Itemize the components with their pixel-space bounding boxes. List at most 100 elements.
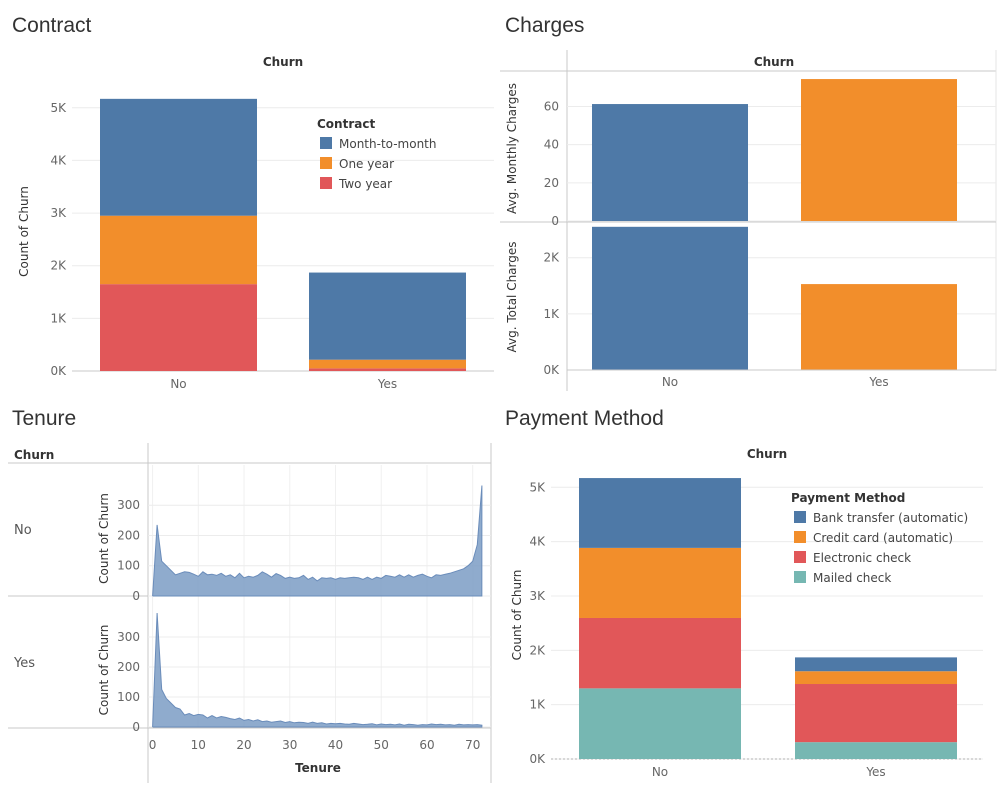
legend-swatch-electronic-check <box>794 551 806 563</box>
area-yes <box>152 612 483 728</box>
churn-header: Churn <box>263 55 303 69</box>
x-tick-label: 20 <box>236 738 251 752</box>
y-tick-label: 4K <box>529 535 546 549</box>
y-axis-label: Count of Churn <box>17 186 31 277</box>
x-tick-label: 0 <box>149 738 157 752</box>
bar-avg-monthly-charges-yes <box>801 79 957 221</box>
legend-label-mailed-check: Mailed check <box>813 571 891 585</box>
x-tick-label: 50 <box>374 738 389 752</box>
bar-avg-monthly-charges-no <box>592 104 748 221</box>
x-tick-label: 40 <box>328 738 343 752</box>
y-tick-label: 0 <box>132 589 140 603</box>
tenure-title: Tenure <box>12 407 77 430</box>
legend-swatch-bank-transfer-automatic <box>794 511 806 523</box>
bar-no-mailed-check <box>579 688 741 759</box>
legend-title: Contract <box>317 117 375 131</box>
bar-no-credit-card-automatic <box>579 547 741 618</box>
bar-yes-credit-card-automatic <box>795 671 957 685</box>
y-tick-label: 5K <box>50 101 67 115</box>
y-tick-label: 0K <box>50 364 67 378</box>
charges-panel: Charges Churn 0 20 40 60 Avg. Monthly Charges… <box>495 0 999 395</box>
bar-yes-month-to-month <box>309 272 466 360</box>
legend-label-month-to-month: Month-to-month <box>339 137 437 151</box>
area-no <box>152 485 483 597</box>
y-tick-label: 0 <box>551 214 559 228</box>
bar-no-electronic-check <box>579 617 741 689</box>
legend-label-one-year: One year <box>339 157 394 171</box>
x-tick-label: 10 <box>191 738 206 752</box>
x-tick-label: 30 <box>282 738 297 752</box>
bar-yes-electronic-check <box>795 684 957 743</box>
y-tick-label: 4K <box>50 153 67 167</box>
y-axis-label: Count of Churn <box>97 625 111 716</box>
legend-swatch-two-year <box>320 177 332 189</box>
bar-avg-total-charges-yes <box>801 284 957 370</box>
bar-yes-bank-transfer-automatic <box>795 657 957 672</box>
y-tick-label: 60 <box>544 100 559 114</box>
y-tick-label: 0 <box>132 720 140 734</box>
charges-title: Charges <box>505 14 585 37</box>
legend-label-electronic-check: Electronic check <box>813 551 911 565</box>
y-axis-label: Count of Churn <box>97 493 111 584</box>
y-tick-label: 40 <box>544 138 559 152</box>
legend-swatch-month-to-month <box>320 137 332 149</box>
contract-panel: Contract Churn 0K 1K 2K 3K 4K 5K Count of Churn… <box>0 0 495 395</box>
y-tick-label: 3K <box>529 589 546 603</box>
row-label-no: No <box>14 523 32 538</box>
y-tick-label: 200 <box>117 660 140 674</box>
y-tick-label: 300 <box>117 630 140 644</box>
bar-no-bank-transfer-automatic <box>579 478 741 548</box>
legend-label-credit-card-automatic: Credit card (automatic) <box>813 531 953 545</box>
y-tick-label: 100 <box>117 690 140 704</box>
y-axis-label: Avg. Monthly Charges <box>505 83 519 214</box>
y-tick-label: 2K <box>529 643 546 657</box>
y-axis-label: Avg. Total Charges <box>505 241 519 352</box>
y-tick-label: 1K <box>529 698 546 712</box>
bar-yes-one-year <box>309 359 466 369</box>
y-tick-label: 200 <box>117 528 140 542</box>
legend-swatch-credit-card-automatic <box>794 531 806 543</box>
contract-title: Contract <box>12 14 92 37</box>
x-axis-label: Tenure <box>295 761 341 775</box>
legend-label-bank-transfer-automatic: Bank transfer (automatic) <box>813 511 968 525</box>
x-tick-label: Yes <box>865 765 885 779</box>
bar-no-two-year <box>100 284 257 371</box>
y-tick-label: 1K <box>543 307 560 321</box>
y-axis-label: Count of Churn <box>510 570 524 661</box>
row-label-yes: Yes <box>13 656 35 671</box>
churn-header: Churn <box>754 55 794 69</box>
y-tick-label: 2K <box>50 259 67 273</box>
payment-panel: Payment Method Churn 0K 1K 2K 3K 4K 5K Count of… <box>495 395 999 790</box>
y-tick-label: 0K <box>529 752 546 766</box>
x-tick-label: 60 <box>419 738 434 752</box>
tenure-panel: Tenure Churn 0 10 20 30 40 50 60 70 0 100 200 300 Cou… <box>0 395 495 790</box>
y-tick-label: 20 <box>544 176 559 190</box>
y-tick-label: 0K <box>543 363 560 377</box>
charges-chart: Churn 0 20 40 60 Avg. Monthly Charges 0K 1K 2K Av… <box>500 50 997 391</box>
row-header: Churn <box>14 448 54 462</box>
x-tick-label: 70 <box>465 738 480 752</box>
x-tick-label: No <box>170 377 186 391</box>
x-tick-label: Yes <box>868 375 888 389</box>
y-tick-label: 2K <box>543 251 560 265</box>
y-tick-label: 5K <box>529 480 546 494</box>
legend-swatch-mailed-check <box>794 571 806 583</box>
bar-avg-total-charges-no <box>592 226 748 370</box>
churn-header: Churn <box>747 447 787 461</box>
tenure-chart: Churn 0 10 20 30 40 50 60 70 0 100 200 300 Count of C… <box>8 443 492 783</box>
payment-title: Payment Method <box>505 407 664 430</box>
y-tick-label: 300 <box>117 498 140 512</box>
y-tick-label: 100 <box>117 559 140 573</box>
legend-swatch-one-year <box>320 157 332 169</box>
y-tick-label: 1K <box>50 311 67 325</box>
x-tick-label: Yes <box>377 377 397 391</box>
payment-chart: Churn 0K 1K 2K 3K 4K 5K Count of Churn No Yes Paym… <box>510 447 983 779</box>
bar-no-month-to-month <box>100 98 257 216</box>
x-tick-label: No <box>652 765 668 779</box>
bar-no-one-year <box>100 215 257 285</box>
legend-label-two-year: Two year <box>338 177 392 191</box>
bar-yes-mailed-check <box>795 742 957 759</box>
legend-title: Payment Method <box>791 491 905 505</box>
x-tick-label: No <box>662 375 678 389</box>
y-tick-label: 3K <box>50 206 67 220</box>
